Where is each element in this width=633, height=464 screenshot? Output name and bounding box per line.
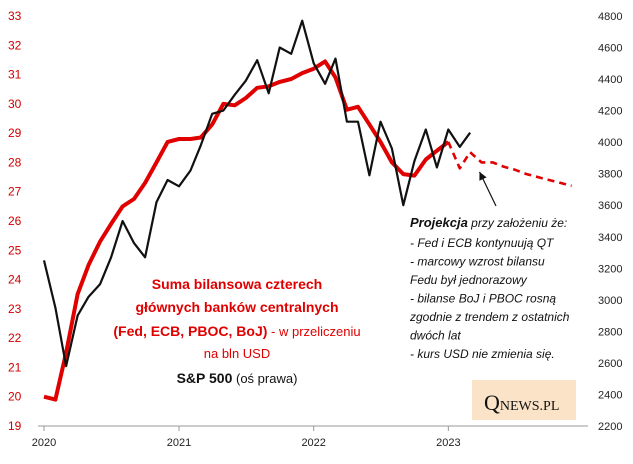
y-right-tick-label: 3600 (598, 200, 622, 212)
y-right-tick-label: 4400 (598, 74, 622, 86)
x-axis-ticks: 2020 2021 2022 2023 (32, 426, 461, 449)
legend-sp500-name: S&P 500 (177, 370, 233, 386)
y-left-tick-label: 25 (8, 243, 22, 257)
projection-line: dwóch lat (410, 329, 461, 343)
logo: QNEWS.PL (472, 380, 576, 420)
logo-news: NEWS.PL (500, 399, 560, 414)
y-right-tick-label: 2600 (598, 358, 622, 370)
y-left-tick-label: 21 (8, 360, 22, 374)
y-right-tick-label: 2800 (598, 326, 622, 338)
y-left-tick-label: 26 (8, 214, 22, 228)
y-left-tick-label: 30 (8, 97, 22, 111)
legend-balance-line-4: na bln USD (204, 346, 270, 361)
legend-sp500-axis: (oś prawa) (232, 371, 297, 386)
legend-sp500: S&P 500 (oś prawa) (177, 370, 298, 386)
x-tick-label: 2022 (301, 437, 325, 449)
projection-line: - kurs USD nie zmienia się. (410, 347, 555, 361)
y-right-tick-label: 2400 (598, 389, 622, 401)
y-left-tick-label: 23 (8, 302, 22, 316)
legend-balance-conversion: - w przeliczeniu (267, 324, 360, 339)
sp500-line (42, 19, 471, 368)
x-tick-label: 2020 (32, 437, 56, 449)
balance-projection-line (447, 141, 572, 188)
y-right-tick-label: 3400 (598, 232, 622, 244)
y-left-tick-label: 22 (8, 331, 22, 345)
y-left-tick-label: 19 (8, 419, 22, 433)
logo-text: QNEWS.PL (484, 390, 559, 415)
legend-balance-line-3: (Fed, ECB, PBOC, BoJ) - w przeliczeniu (113, 323, 360, 339)
series-layer (42, 19, 572, 402)
right-axis-ticks: 2200 2400 2600 2800 3000 3200 3400 3600 3800 4000… (598, 11, 622, 433)
y-right-tick-label: 4800 (598, 11, 622, 23)
projection-arrowhead (479, 171, 487, 181)
legend-balance-line-2: głównych banków centralnych (135, 299, 338, 315)
x-tick-label: 2021 (167, 437, 191, 449)
projection-line: - Fed i ECB kontynuują QT (410, 236, 555, 250)
y-right-tick-label: 3000 (598, 295, 622, 307)
projection-annotation: Projekcja przy założeniu że: - Fed i ECB… (409, 171, 570, 361)
y-left-tick-label: 27 (8, 185, 22, 199)
y-left-tick-label: 31 (8, 68, 22, 82)
y-left-tick-label: 28 (8, 155, 22, 169)
projection-line: - marcowy wzrost bilansu (410, 255, 545, 269)
projection-title-rest: przy założeniu że: (468, 216, 567, 230)
legend-balance-banks: (Fed, ECB, PBOC, BoJ) (113, 323, 267, 339)
y-left-tick-label: 29 (8, 126, 22, 140)
projection-line: zgodnie z trendem z ostatnich (409, 310, 570, 324)
legend: Suma bilansowa czterech głównych banków … (113, 276, 360, 386)
logo-q: Q (484, 390, 500, 415)
projection-line: - bilanse BoJ i PBOC rosną (410, 292, 556, 306)
y-right-tick-label: 3800 (598, 169, 622, 181)
y-right-tick-label: 3200 (598, 263, 622, 275)
y-left-tick-label: 24 (8, 273, 22, 287)
y-left-tick-label: 32 (8, 38, 22, 52)
left-axis-ticks: 19 20 21 22 23 24 25 26 27 28 29 30 31 32 33 (8, 9, 22, 433)
x-tick-label: 2023 (436, 437, 460, 449)
y-left-tick-label: 33 (8, 9, 22, 23)
y-left-tick-label: 20 (8, 390, 22, 404)
projection-title-word: Projekcja (410, 215, 468, 230)
y-right-tick-label: 4200 (598, 106, 622, 118)
projection-line: Fedu był jednorazowy (410, 273, 528, 287)
y-right-tick-label: 2200 (598, 421, 622, 433)
balance-sheet-line (43, 59, 450, 402)
logo-background (472, 380, 576, 420)
projection-title: Projekcja przy założeniu że: (410, 215, 567, 230)
y-right-tick-label: 4000 (598, 137, 622, 149)
projection-lines: - Fed i ECB kontynuują QT - marcowy wzros… (409, 236, 570, 361)
y-right-tick-label: 4600 (598, 43, 622, 55)
legend-balance-line-1: Suma bilansowa czterech (152, 276, 322, 292)
